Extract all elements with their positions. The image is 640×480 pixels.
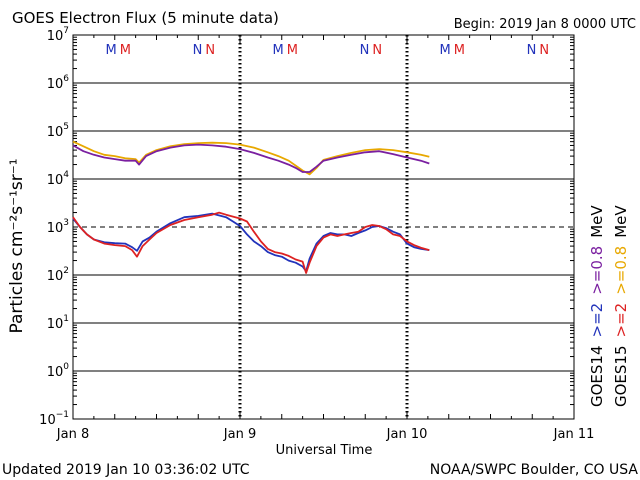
y-tick-label: 104 bbox=[47, 170, 70, 188]
series-line bbox=[72, 211, 430, 274]
decade-gridlines bbox=[73, 36, 574, 406]
y-tick-label: 100 bbox=[47, 362, 70, 380]
y-tick-label: 101 bbox=[47, 314, 69, 332]
x-tick-label: Jan 11 bbox=[553, 427, 595, 442]
x-tick-label: Jan 10 bbox=[386, 427, 428, 442]
y-tick-label: 107 bbox=[47, 26, 69, 44]
updated-timestamp: Updated 2019 Jan 10 03:36:02 UTC bbox=[2, 462, 250, 478]
chart-title: GOES Electron Flux (5 minute data) bbox=[12, 9, 279, 27]
x-axis-tick-labels: Jan 8 Jan 9 Jan 10 Jan 11 bbox=[56, 35, 595, 442]
y-axis-label: Particles cm⁻²s⁻¹sr⁻¹ bbox=[7, 158, 27, 333]
x-tick-label: Jan 8 bbox=[56, 427, 89, 442]
legend-entry: GOES14>=2>=0.8MeV bbox=[588, 205, 606, 407]
x-axis-label: Universal Time bbox=[276, 443, 373, 458]
flux-series bbox=[72, 140, 430, 274]
legend: GOES14>=2>=0.8MeV GOES15>=2>=0.8MeV bbox=[588, 205, 630, 407]
legend-entry: GOES15>=2>=0.8MeV bbox=[612, 205, 630, 407]
begin-time-label: Begin: 2019 Jan 8 0000 UTC bbox=[454, 17, 636, 32]
y-axis-tick-labels: 10−1 100 101 102 103 104 105 106 107 bbox=[39, 26, 69, 428]
series-line bbox=[72, 140, 430, 176]
credit-label: NOAA/SWPC Boulder, CO USA bbox=[430, 462, 639, 478]
x-tick-label: Jan 9 bbox=[223, 427, 256, 442]
y-tick-label: 106 bbox=[47, 74, 70, 92]
series-line bbox=[72, 212, 430, 273]
series-line bbox=[72, 143, 430, 173]
y-tick-label: 102 bbox=[47, 266, 69, 284]
y-tick-label: 103 bbox=[47, 218, 69, 236]
y-tick-label: 10−1 bbox=[39, 410, 69, 428]
y-tick-label: 105 bbox=[47, 122, 69, 140]
